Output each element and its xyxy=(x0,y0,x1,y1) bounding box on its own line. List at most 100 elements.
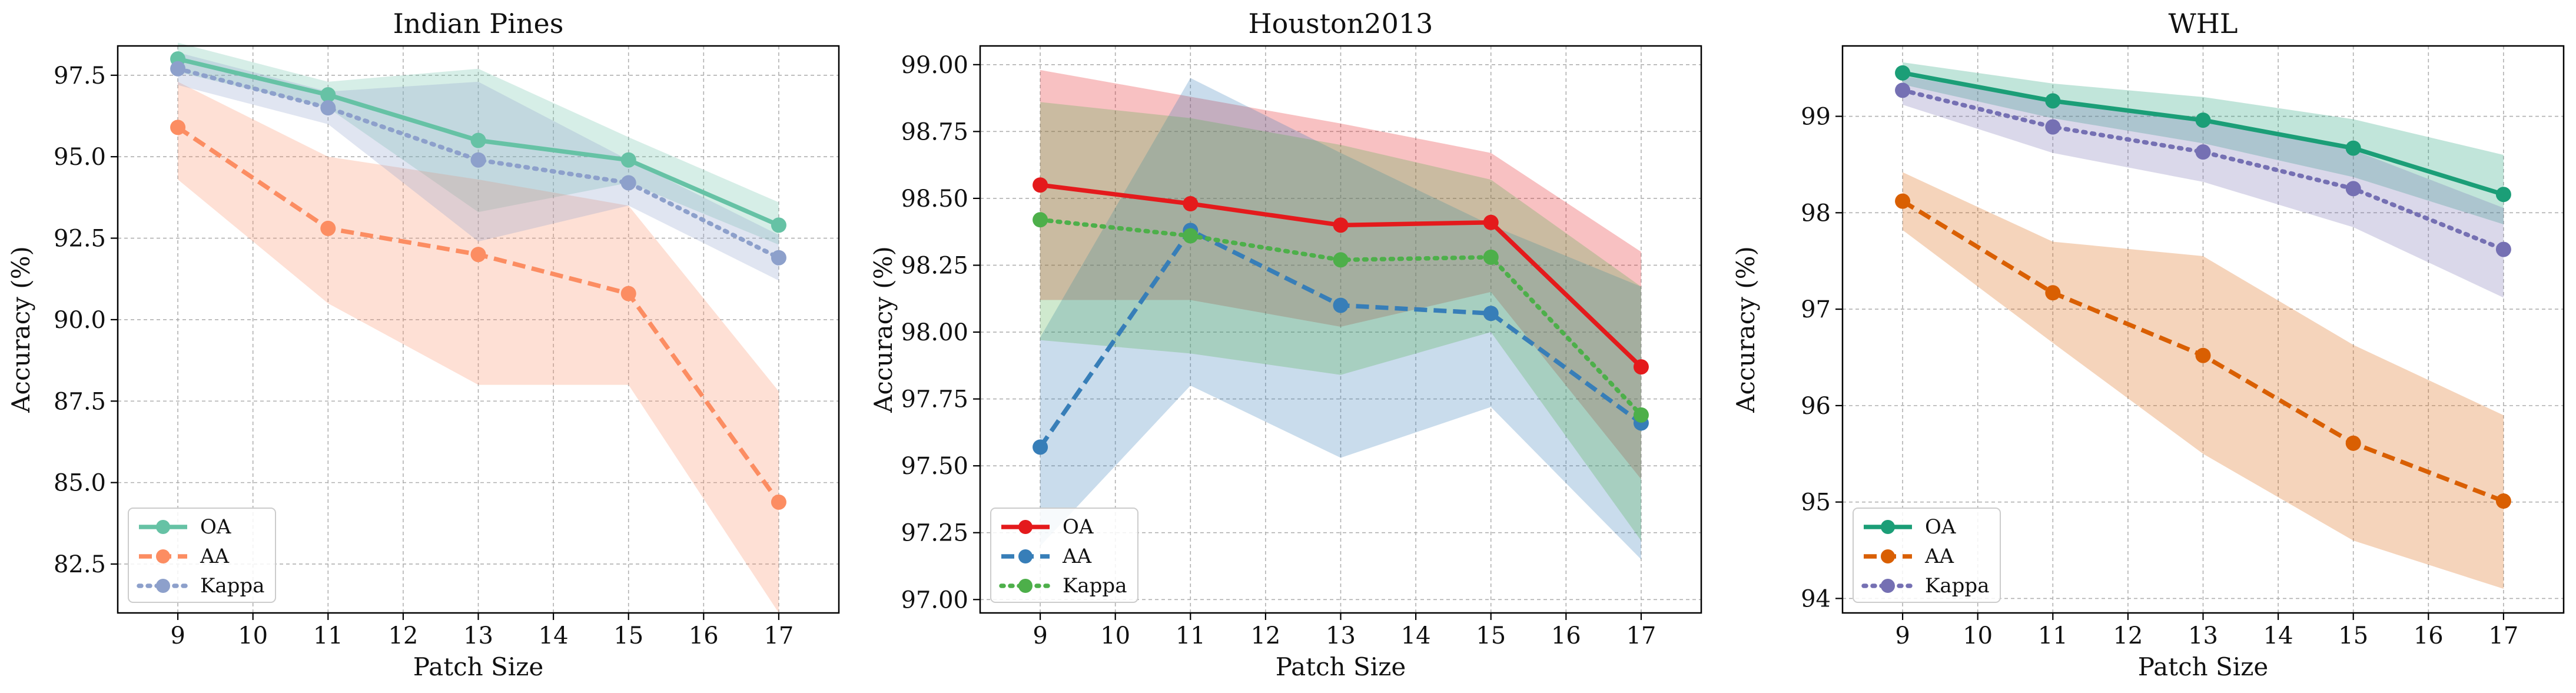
y-tick-label: 97.5 xyxy=(54,62,106,89)
series-kappa-point xyxy=(2345,181,2361,197)
y-tick-label: 97.25 xyxy=(901,520,968,547)
series-kappa-point xyxy=(2045,119,2061,135)
x-tick-label: 15 xyxy=(1476,622,1506,649)
series-aa-point xyxy=(2195,347,2211,363)
series-aa-point xyxy=(1333,297,1349,313)
series-kappa-band xyxy=(1040,102,1641,541)
series-aa-band xyxy=(178,81,779,614)
legend-marker xyxy=(1881,549,1895,563)
y-tick-label: 97 xyxy=(1801,296,1831,323)
y-tick-label: 82.5 xyxy=(54,551,106,578)
legend-label: AA xyxy=(1062,545,1092,568)
x-tick-label: 13 xyxy=(1326,622,1356,649)
x-tick-label: 11 xyxy=(2038,622,2068,649)
series-aa-point xyxy=(470,247,486,263)
legend-label: OA xyxy=(1063,515,1094,539)
x-tick-label: 12 xyxy=(1250,622,1280,649)
series-oa-point xyxy=(470,132,486,148)
series-kappa-point xyxy=(1483,249,1499,265)
series-oa-point xyxy=(1183,196,1199,212)
series-kappa-point xyxy=(620,175,636,191)
legend-label: Kappa xyxy=(200,574,264,598)
series-kappa-point xyxy=(771,250,786,266)
y-tick-label: 95.0 xyxy=(54,144,106,171)
x-tick-label: 17 xyxy=(1626,622,1656,649)
legend-label: OA xyxy=(200,515,231,539)
x-tick-label: 16 xyxy=(2414,622,2444,649)
series-oa-point xyxy=(1333,217,1349,233)
x-tick-label: 15 xyxy=(2338,622,2368,649)
legend-marker xyxy=(1018,579,1033,593)
x-tick-label: 12 xyxy=(2113,622,2143,649)
series-kappa-point xyxy=(1033,212,1048,228)
series-oa-point xyxy=(771,217,786,233)
legend-label: Kappa xyxy=(1925,574,1989,598)
y-axis-label: Accuracy (%) xyxy=(869,246,898,413)
series-aa-point xyxy=(2495,493,2511,509)
series-oa-point xyxy=(1633,359,1649,375)
series-aa-point xyxy=(2045,285,2061,301)
x-tick-label: 14 xyxy=(1401,622,1431,649)
chart-title: WHL xyxy=(2169,8,2238,39)
series-oa-point xyxy=(2195,112,2211,128)
series-kappa-line xyxy=(175,66,781,260)
x-tick-label: 9 xyxy=(1033,622,1047,649)
series-kappa-point xyxy=(2195,144,2211,160)
series-kappa-point xyxy=(170,61,186,77)
x-tick-label: 17 xyxy=(763,622,794,649)
series-kappa-point xyxy=(1895,82,1911,98)
x-tick-label: 10 xyxy=(238,622,268,649)
x-axis-label: Patch Size xyxy=(1276,652,1406,681)
series-aa-point xyxy=(1033,439,1048,455)
x-tick-label: 14 xyxy=(539,622,569,649)
chart-title: Indian Pines xyxy=(393,8,564,39)
legend-marker xyxy=(1018,549,1033,563)
legend: OA AA Kappa xyxy=(128,508,276,603)
y-tick-label: 96 xyxy=(1801,393,1831,420)
legend-label: AA xyxy=(1924,545,1954,568)
y-tick-label: 90.0 xyxy=(54,307,106,334)
x-tick-label: 9 xyxy=(1895,622,1910,649)
legend: OA AA Kappa xyxy=(990,508,1138,603)
legend-label: AA xyxy=(200,545,230,568)
y-tick-label: 97.00 xyxy=(901,586,968,614)
series-oa-point xyxy=(1895,65,1911,81)
x-tick-label: 17 xyxy=(2488,622,2518,649)
series-aa-point xyxy=(620,286,636,301)
x-tick-label: 11 xyxy=(1176,622,1206,649)
legend-marker xyxy=(156,549,170,563)
series-aa-point xyxy=(320,220,336,236)
y-tick-label: 98.25 xyxy=(901,252,968,279)
series-oa-point xyxy=(1483,214,1499,230)
legend-label: OA xyxy=(1925,515,1956,539)
series-kappa-point xyxy=(1633,407,1649,423)
legend-label: Kappa xyxy=(1063,574,1127,598)
series-kappa-point xyxy=(2495,241,2511,257)
x-tick-label: 13 xyxy=(463,622,493,649)
series-aa-point xyxy=(1895,193,1911,209)
chart-title: Houston2013 xyxy=(1249,8,1433,39)
series-aa-point xyxy=(771,494,786,510)
y-tick-label: 99.00 xyxy=(901,52,968,79)
x-tick-label: 13 xyxy=(2188,622,2218,649)
x-tick-label: 10 xyxy=(1100,622,1130,649)
y-tick-label: 85.0 xyxy=(54,470,106,497)
series-kappa-point xyxy=(1333,252,1349,268)
legend-marker xyxy=(156,579,170,593)
chart-panel-2: 9 10 11 12 13 14 15 16 17 97.00 97.25 97.50 97.75 98.… xyxy=(869,8,1702,681)
x-tick-label: 16 xyxy=(1551,622,1581,649)
y-tick-label: 95 xyxy=(1801,489,1831,516)
y-axis-label: Accuracy (%) xyxy=(1731,246,1760,413)
y-tick-label: 92.5 xyxy=(54,226,106,253)
series-oa-point xyxy=(320,87,336,103)
chart-panel-3: 9 10 11 12 13 14 15 16 17 94 95 96 97 98 99 WHL Patch Si… xyxy=(1731,8,2565,681)
series-aa-point xyxy=(170,120,186,135)
x-axis-label: Patch Size xyxy=(413,652,543,681)
y-tick-label: 87.5 xyxy=(54,388,106,415)
x-tick-label: 11 xyxy=(313,622,343,649)
series-aa-point xyxy=(1483,306,1499,321)
x-tick-label: 14 xyxy=(2263,622,2293,649)
legend-marker xyxy=(1881,579,1895,593)
y-tick-label: 94 xyxy=(1801,585,1831,612)
